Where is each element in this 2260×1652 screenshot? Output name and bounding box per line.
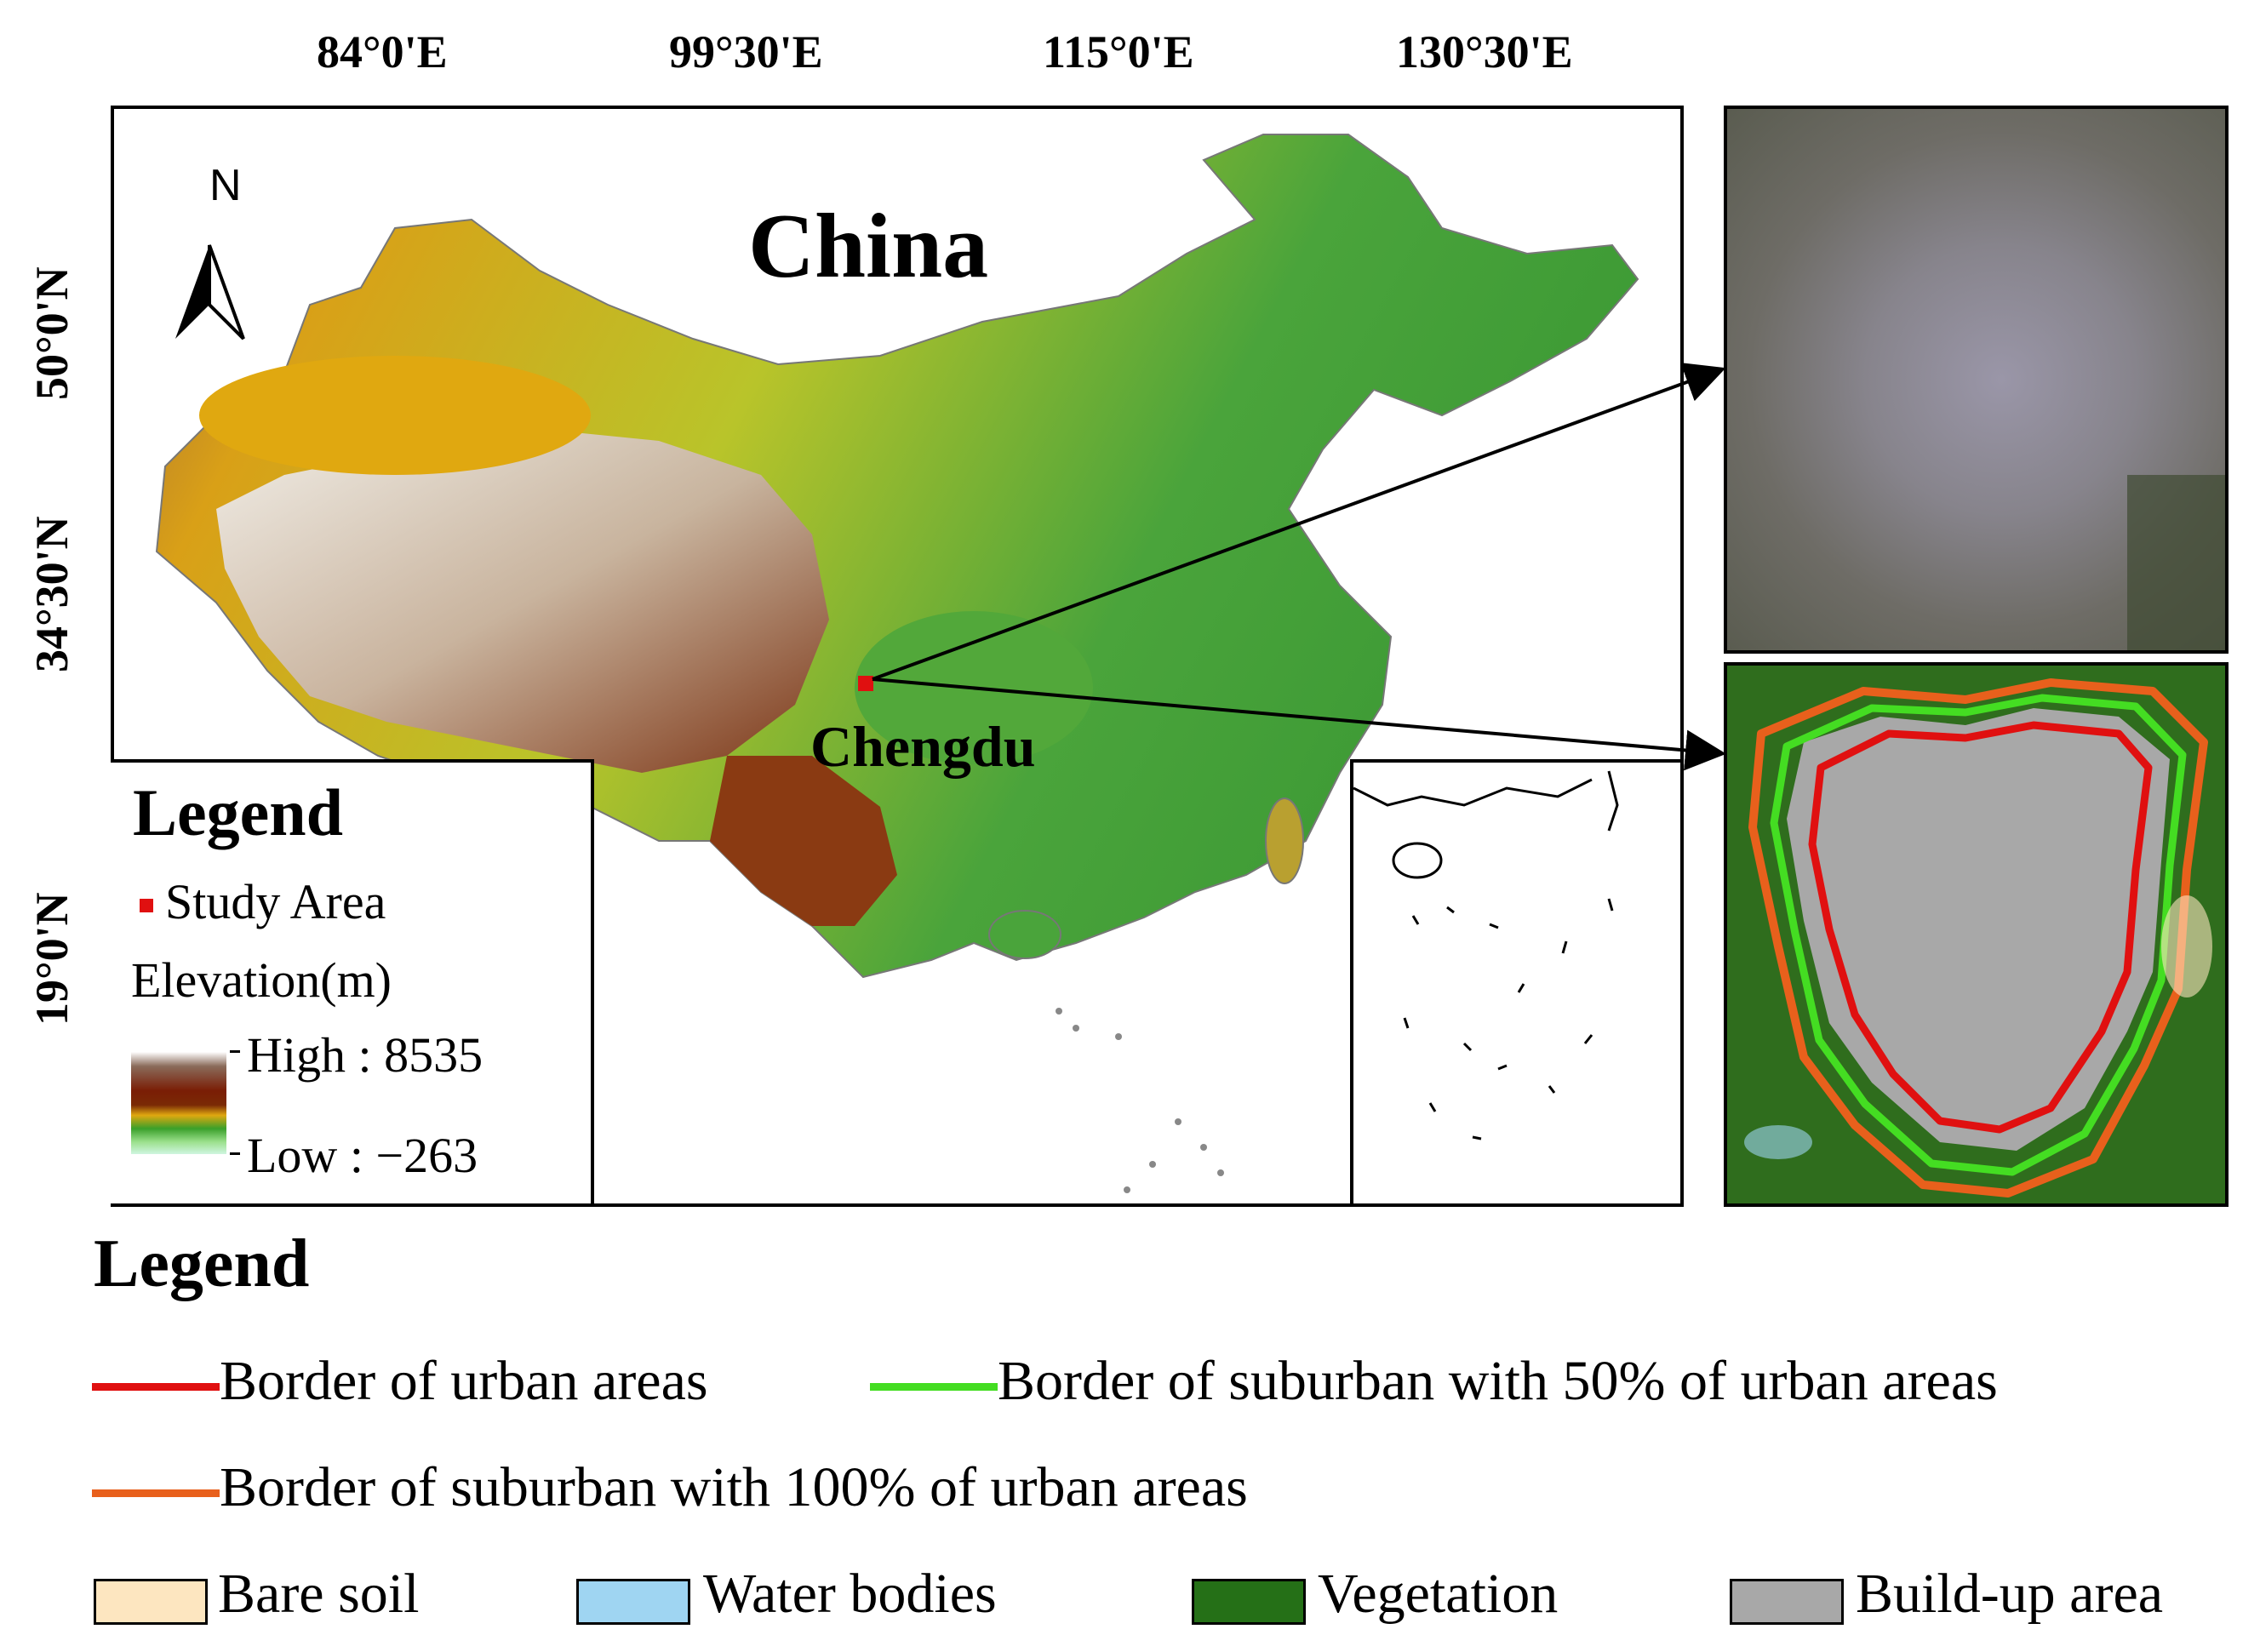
bare-soil-label: Bare soil <box>218 1563 420 1625</box>
water-bodies-label: Water bodies <box>703 1563 997 1625</box>
satellite-dark-corner <box>2127 475 2225 650</box>
lon-tick-130-30: 130°30'E <box>1396 26 1573 77</box>
ramp-tick-high <box>230 1050 240 1053</box>
build-up-label: Build-up area <box>1856 1563 2164 1625</box>
arrow-to-land-cover <box>872 677 1726 771</box>
ramp-tick-low <box>230 1152 240 1155</box>
elevation-legend: Legend Study Area Elevation(m) High : 85… <box>111 759 594 1203</box>
elevation-ramp <box>131 1052 226 1154</box>
map-title: China <box>748 196 989 297</box>
bare-soil-swatch <box>94 1579 208 1625</box>
urban-border-key <box>92 1383 220 1391</box>
vegetation-swatch <box>1192 1579 1306 1625</box>
study-area-marker <box>858 676 873 691</box>
north-label: N <box>209 161 242 210</box>
suburban-50-label: Border of suburban with 50% of urban are… <box>998 1350 1998 1412</box>
build-up-swatch <box>1730 1579 1844 1625</box>
study-area-label: Study Area <box>165 874 386 929</box>
lon-tick-115: 115°0'E <box>1043 26 1194 77</box>
land-cover-map <box>1724 662 2229 1207</box>
lon-tick-99-30: 99°30'E <box>669 26 823 77</box>
suburban-50-key <box>870 1383 998 1391</box>
suburban-100-label: Border of suburban with 100% of urban ar… <box>220 1456 1248 1518</box>
suburban-100-key <box>92 1489 220 1497</box>
elevation-low: Low : −263 <box>247 1128 478 1183</box>
urban-border-label: Border of urban areas <box>220 1350 708 1412</box>
land-cover-svg <box>1727 666 2225 1203</box>
elevation-high: High : 8535 <box>247 1027 483 1083</box>
south-china-sea-inset <box>1350 759 1680 1203</box>
bottom-legend-title: Legend <box>94 1226 310 1301</box>
arrow-to-satellite <box>872 363 1726 681</box>
water-bodies-swatch <box>576 1579 690 1625</box>
north-arrow-icon <box>175 244 245 340</box>
legend-title: Legend <box>133 775 344 849</box>
vegetation-label: Vegetation <box>1318 1563 1559 1625</box>
chengdu-label: Chengdu <box>810 714 1036 779</box>
satellite-image <box>1724 106 2229 654</box>
study-area-swatch <box>140 899 153 912</box>
lon-tick-84: 84°0'E <box>317 26 448 77</box>
elevation-label: Elevation(m) <box>131 952 392 1008</box>
sea-inset-outline <box>1353 770 1619 1140</box>
